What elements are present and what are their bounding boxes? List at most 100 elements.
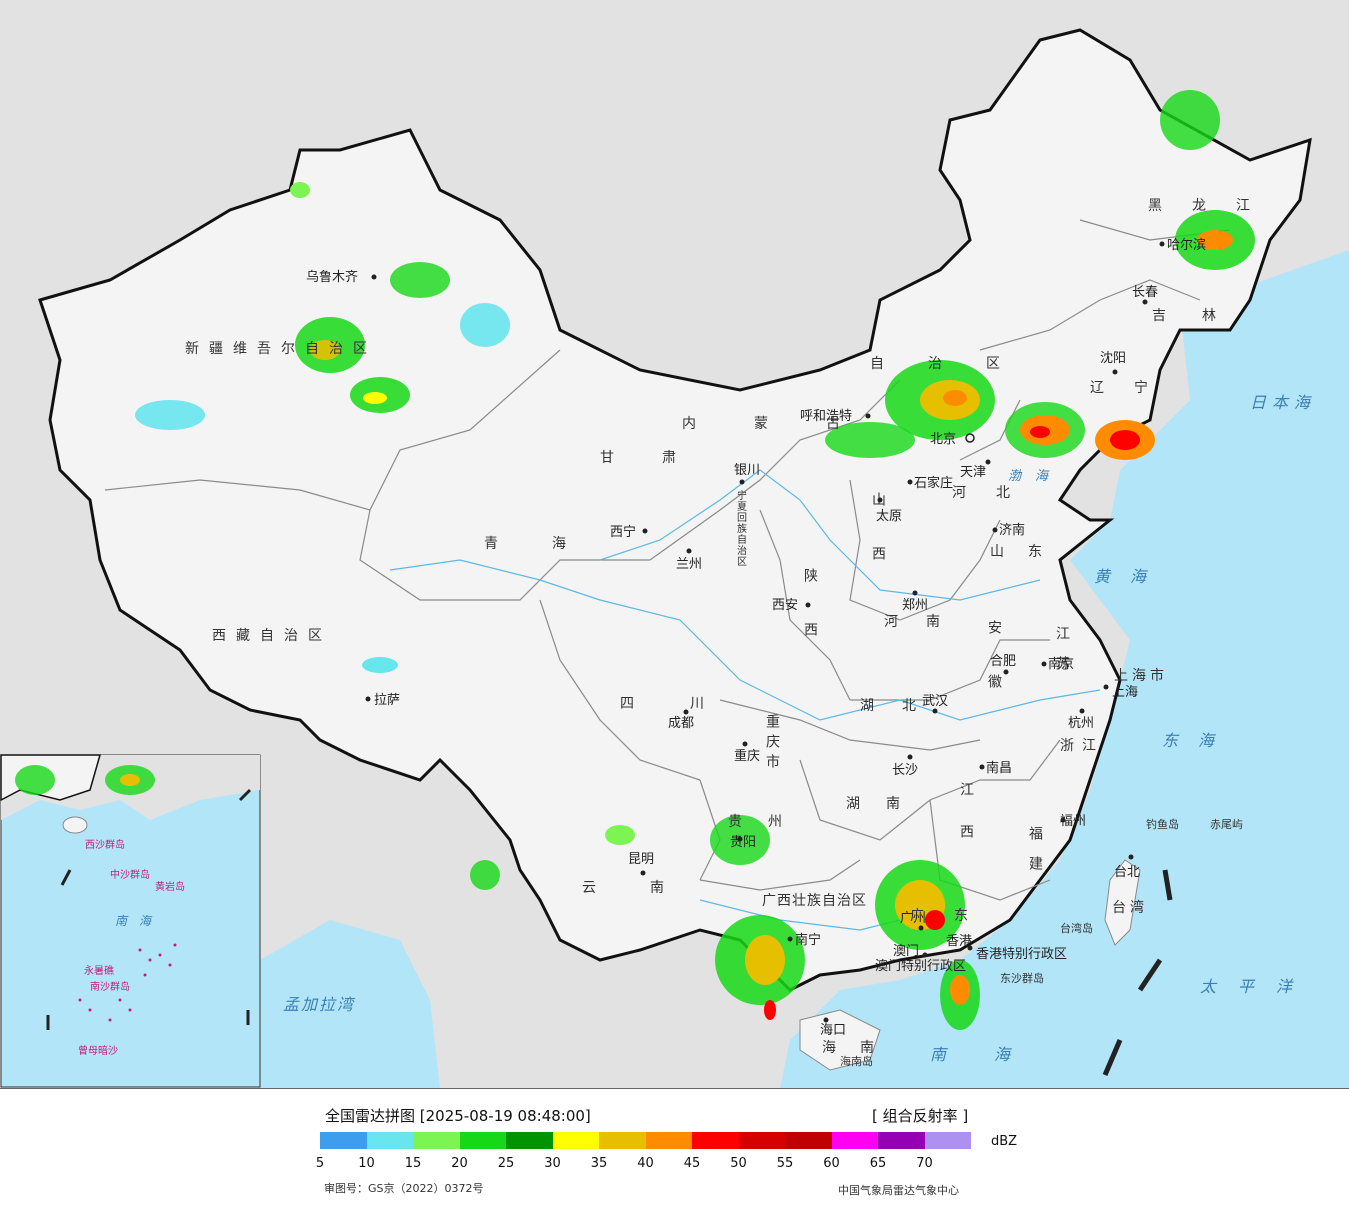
province-label: 浙江 xyxy=(1060,738,1104,754)
province-label: 甘肃 xyxy=(600,450,724,466)
legend-tick-label: 55 xyxy=(776,1156,794,1171)
inset-label: 黄岩岛 xyxy=(155,880,185,893)
legend-tick-label: 65 xyxy=(869,1156,887,1171)
province-label: 青海 xyxy=(484,536,620,552)
province-label: 宁夏回族自治区 xyxy=(735,489,747,567)
legend-swatch xyxy=(831,1132,878,1149)
city-label: 银川 xyxy=(734,463,760,478)
map-canvas: 新疆维吾尔自治区 西藏自治区 青海 甘肃 内蒙古 自治区 黑龙江 吉林 辽宁 山… xyxy=(0,0,1349,1088)
city-label: 拉萨 xyxy=(374,693,400,708)
inset-label: 中沙群岛 xyxy=(110,868,150,881)
city-label: 贵阳 xyxy=(730,835,756,850)
ocean-east xyxy=(780,250,1349,1088)
legend-tick-label: 30 xyxy=(544,1156,561,1171)
legend-swatch xyxy=(878,1132,925,1149)
legend-tick-label: 45 xyxy=(683,1156,701,1171)
ocean-bengal xyxy=(260,920,440,1088)
city-label: 上海 xyxy=(1112,685,1138,700)
city-label: 南昌 xyxy=(986,760,1012,776)
inset-label: 永暑礁 xyxy=(84,964,114,977)
province-label: 吉林 xyxy=(1152,308,1252,324)
city-label: 乌鲁木齐 xyxy=(306,269,358,285)
city-label: 广州 xyxy=(900,911,926,926)
legend-swatch xyxy=(924,1132,971,1149)
legend-tick-label: 5 xyxy=(315,1156,325,1171)
province-label: 云南 xyxy=(582,880,718,896)
radar-echoes xyxy=(135,90,1255,1030)
province-label: 江西 xyxy=(958,782,974,866)
city-label: 福州 xyxy=(1060,814,1086,829)
island-label: 海南岛 xyxy=(840,1054,873,1068)
province-label: 辽宁 xyxy=(1090,379,1178,396)
city-label: 杭州 xyxy=(1068,716,1094,731)
province-label: 四川 xyxy=(620,696,760,712)
province-labels: 新疆维吾尔自治区 西藏自治区 青海 甘肃 内蒙古 自治区 黑龙江 吉林 辽宁 山… xyxy=(185,198,1280,1056)
sea-label: 东海 xyxy=(1162,731,1234,750)
province-label: 黑龙江 xyxy=(1148,198,1280,214)
sea-labels: 日本海 黄海 东海 南海 太平洋 渤海 孟加拉湾 xyxy=(283,393,1310,1064)
sea-label: 黄海 xyxy=(1094,567,1166,586)
legend-tick-label: 70 xyxy=(916,1156,933,1171)
legend-tick-label: 40 xyxy=(637,1156,654,1171)
city-label: 郑州 xyxy=(902,598,928,613)
city-label: 海口 xyxy=(820,1023,846,1038)
maritime-boundary xyxy=(1102,869,1173,1076)
island-label: 赤尾屿 xyxy=(1210,818,1243,831)
province-label: 海南 xyxy=(822,1040,898,1056)
legend-tick-label: 20 xyxy=(451,1156,468,1171)
legend-tick-label: 35 xyxy=(590,1156,608,1171)
legend-swatch xyxy=(785,1132,832,1149)
city-label: 石家庄 xyxy=(914,475,953,491)
south-china-sea-inset[interactable]: 南海 中沙群岛 西沙群岛 南沙群岛 黄岩岛 曾母暗沙 永暑礁 xyxy=(0,754,261,1088)
legend-swatch xyxy=(320,1132,367,1149)
province-label: 台湾 xyxy=(1112,899,1148,916)
city-label: 长沙 xyxy=(892,763,918,778)
legend-swatch xyxy=(645,1132,692,1149)
city-label: 太原 xyxy=(876,509,902,524)
radar-map[interactable]: 新疆维吾尔自治区 西藏自治区 青海 甘肃 内蒙古 自治区 黑龙江 吉林 辽宁 山… xyxy=(0,0,1349,1088)
province-label: 西藏自治区 xyxy=(212,628,332,644)
province-label: 安徽 xyxy=(986,620,1002,728)
legend-tick-label: 50 xyxy=(730,1156,747,1171)
city-label: 哈尔滨 xyxy=(1167,237,1206,253)
legend-title: 全国雷达拼图 [2025-08-19 08:48:00] xyxy=(325,1107,591,1125)
hainan-island xyxy=(799,1009,881,1071)
taiwan-island xyxy=(1104,859,1141,946)
city-label: 沈阳 xyxy=(1100,351,1126,366)
city-label: 昆明 xyxy=(628,852,654,867)
province-label: 新疆维吾尔自治区 xyxy=(185,341,377,357)
legend-tick-label: 60 xyxy=(823,1156,840,1171)
city-label: 台北 xyxy=(1114,865,1140,880)
city-label: 合肥 xyxy=(990,654,1016,669)
sea-label: 孟加拉湾 xyxy=(283,995,356,1014)
province-label: 河南 xyxy=(884,614,968,630)
legend-product: [ 组合反射率 ] xyxy=(872,1107,969,1125)
island-labels: 钓鱼岛 赤尾屿 台湾岛 东沙群岛 海南岛 香港特别行政区 澳门特别行政区 xyxy=(840,817,1243,1068)
province-label: 广东 xyxy=(910,908,998,924)
city-label: 澳门 xyxy=(893,943,919,959)
city-labels: 乌鲁木齐 拉萨 西宁 兰州 银川 呼和浩特 北京 天津 石家庄 太原 哈尔滨 长… xyxy=(306,237,1206,1038)
legend-color-bar xyxy=(320,1132,971,1149)
city-label: 西宁 xyxy=(610,524,636,540)
legend-swatch xyxy=(692,1132,739,1149)
province-label: 湖南 xyxy=(846,796,926,812)
province-label: 福建 xyxy=(1027,826,1043,886)
inset-label: 南沙群岛 xyxy=(90,980,130,993)
city-label: 呼和浩特 xyxy=(800,409,852,424)
city-label: 天津 xyxy=(960,465,986,480)
province-label: 自治区 xyxy=(870,356,1044,372)
approval-number: 审图号：GS京（2022）0372号 xyxy=(324,1182,484,1195)
city-label: 南京 xyxy=(1048,656,1074,672)
province-label: 江苏 xyxy=(1054,626,1070,686)
island-label: 钓鱼岛 xyxy=(1146,817,1179,831)
province-label: 贵州 xyxy=(728,814,808,830)
sea-label: 南海 xyxy=(930,1045,1058,1064)
city-label: 香港 xyxy=(946,934,972,949)
legend-tick-label: 25 xyxy=(497,1156,515,1171)
legend-unit: dBZ xyxy=(991,1134,1018,1149)
province-label: 河北 xyxy=(952,485,1040,501)
province-label: 山东 xyxy=(990,544,1066,560)
legend-swatch xyxy=(413,1132,460,1149)
legend-panel: 全国雷达拼图 [2025-08-19 08:48:00] [ 组合反射率 ] d… xyxy=(0,1088,1349,1209)
island-label: 台湾岛 xyxy=(1060,921,1093,935)
